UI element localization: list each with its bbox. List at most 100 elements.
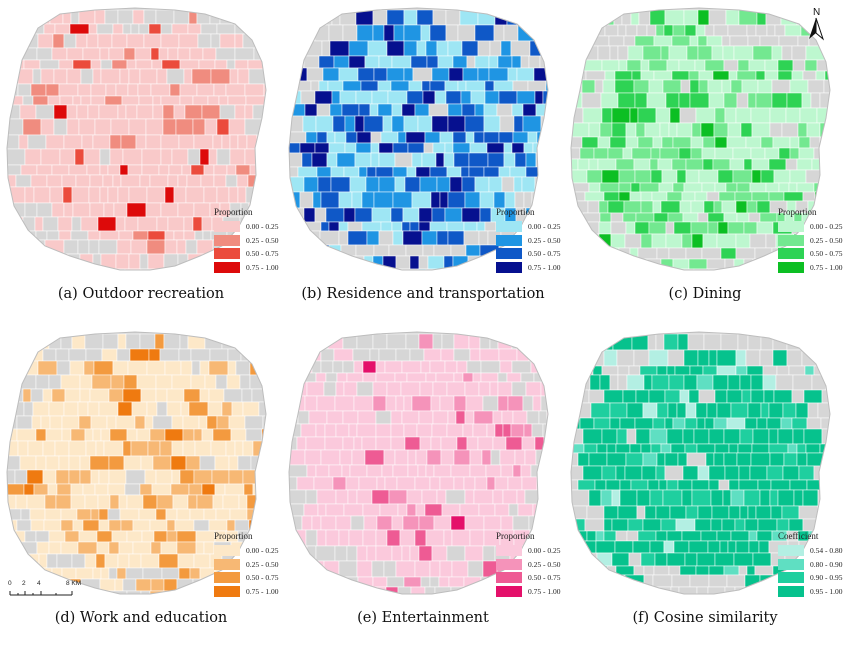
legend-swatch (778, 221, 804, 233)
map-block (522, 395, 534, 412)
map-block (392, 191, 413, 209)
map-block (651, 233, 667, 249)
map-panel: Proportion 0.00 - 0.25 0.25 - 0.50 0.50 - 0… (0, 0, 282, 324)
map-block (446, 545, 466, 562)
map-block (78, 118, 96, 136)
map-block (303, 503, 319, 517)
map-block (342, 360, 355, 374)
map-block (798, 136, 811, 149)
map-block (427, 255, 445, 270)
map-block (86, 33, 99, 49)
map-block (727, 540, 737, 554)
map-block (35, 428, 47, 442)
map-block (804, 365, 815, 376)
map-block (587, 221, 600, 235)
map-block (764, 147, 780, 160)
map-block (391, 515, 404, 531)
legend-item: 0.25 - 0.50 (496, 234, 561, 248)
map-block (462, 423, 474, 438)
map-block (289, 115, 304, 133)
map-block (43, 23, 56, 35)
map-block (78, 9, 96, 25)
map-block (624, 465, 643, 481)
map-block (116, 348, 131, 362)
map-block (625, 586, 640, 594)
map-block (386, 529, 401, 547)
map-block (234, 519, 250, 532)
map-block (375, 372, 396, 383)
map-block (121, 95, 140, 106)
map-block (162, 118, 177, 136)
map-block (710, 489, 724, 507)
map-block (680, 79, 691, 94)
map-block (166, 401, 182, 417)
map-block (42, 469, 57, 485)
map-block (16, 415, 33, 430)
map-block (92, 253, 102, 270)
map-block (633, 158, 651, 171)
map-block (320, 221, 330, 232)
legend-item: 0.00 - 0.25 (778, 220, 843, 234)
map-block (171, 148, 189, 166)
map-block (199, 567, 216, 580)
map-block (148, 23, 162, 35)
map-block (480, 255, 495, 270)
map-block (99, 47, 110, 61)
map-block (82, 47, 101, 61)
map-block (626, 59, 642, 72)
map-block (546, 67, 548, 82)
map-block (746, 565, 756, 576)
map-block (51, 164, 70, 176)
map-block (783, 452, 798, 467)
legend-item: 0.00 - 0.25 (496, 220, 561, 234)
map-block (453, 152, 470, 168)
map-block (262, 59, 266, 70)
map-block (160, 202, 179, 218)
map-block (447, 115, 466, 133)
map-block (733, 552, 754, 567)
map-block (814, 191, 830, 202)
map-block (724, 465, 740, 481)
map-block (601, 59, 620, 72)
map-block (497, 55, 513, 69)
map-block (543, 489, 548, 505)
map-block (86, 164, 101, 176)
map-block (354, 207, 373, 223)
map-block (392, 142, 409, 154)
map-block (105, 83, 117, 97)
map-block (366, 230, 380, 246)
map-block (301, 515, 313, 531)
map-block (289, 67, 308, 82)
map-block (418, 515, 435, 531)
map-block (586, 530, 597, 542)
map-block (487, 152, 505, 168)
map-block (238, 9, 259, 25)
map-block (528, 515, 547, 531)
map-block (672, 136, 692, 149)
map-block (609, 45, 619, 61)
map-block (363, 115, 384, 133)
map-block (303, 176, 319, 193)
map-block (100, 567, 110, 580)
map-block (48, 541, 62, 555)
map-block (462, 67, 479, 82)
map-block (421, 152, 437, 168)
map-block (108, 455, 125, 471)
map-block (590, 402, 611, 419)
map-block (429, 576, 440, 588)
scale-bar-graphic (9, 591, 73, 596)
map-block (600, 92, 619, 109)
map-block (571, 24, 579, 37)
map-block (406, 372, 427, 383)
map-block (42, 216, 59, 232)
map-block (498, 166, 511, 178)
map-block (798, 147, 815, 160)
map-block (370, 142, 380, 154)
map-block (295, 560, 313, 578)
map-block (58, 230, 72, 241)
map-block (249, 360, 266, 376)
map-block (387, 90, 408, 105)
map-block (828, 182, 830, 193)
map-block (636, 24, 648, 37)
map-block (77, 83, 92, 97)
